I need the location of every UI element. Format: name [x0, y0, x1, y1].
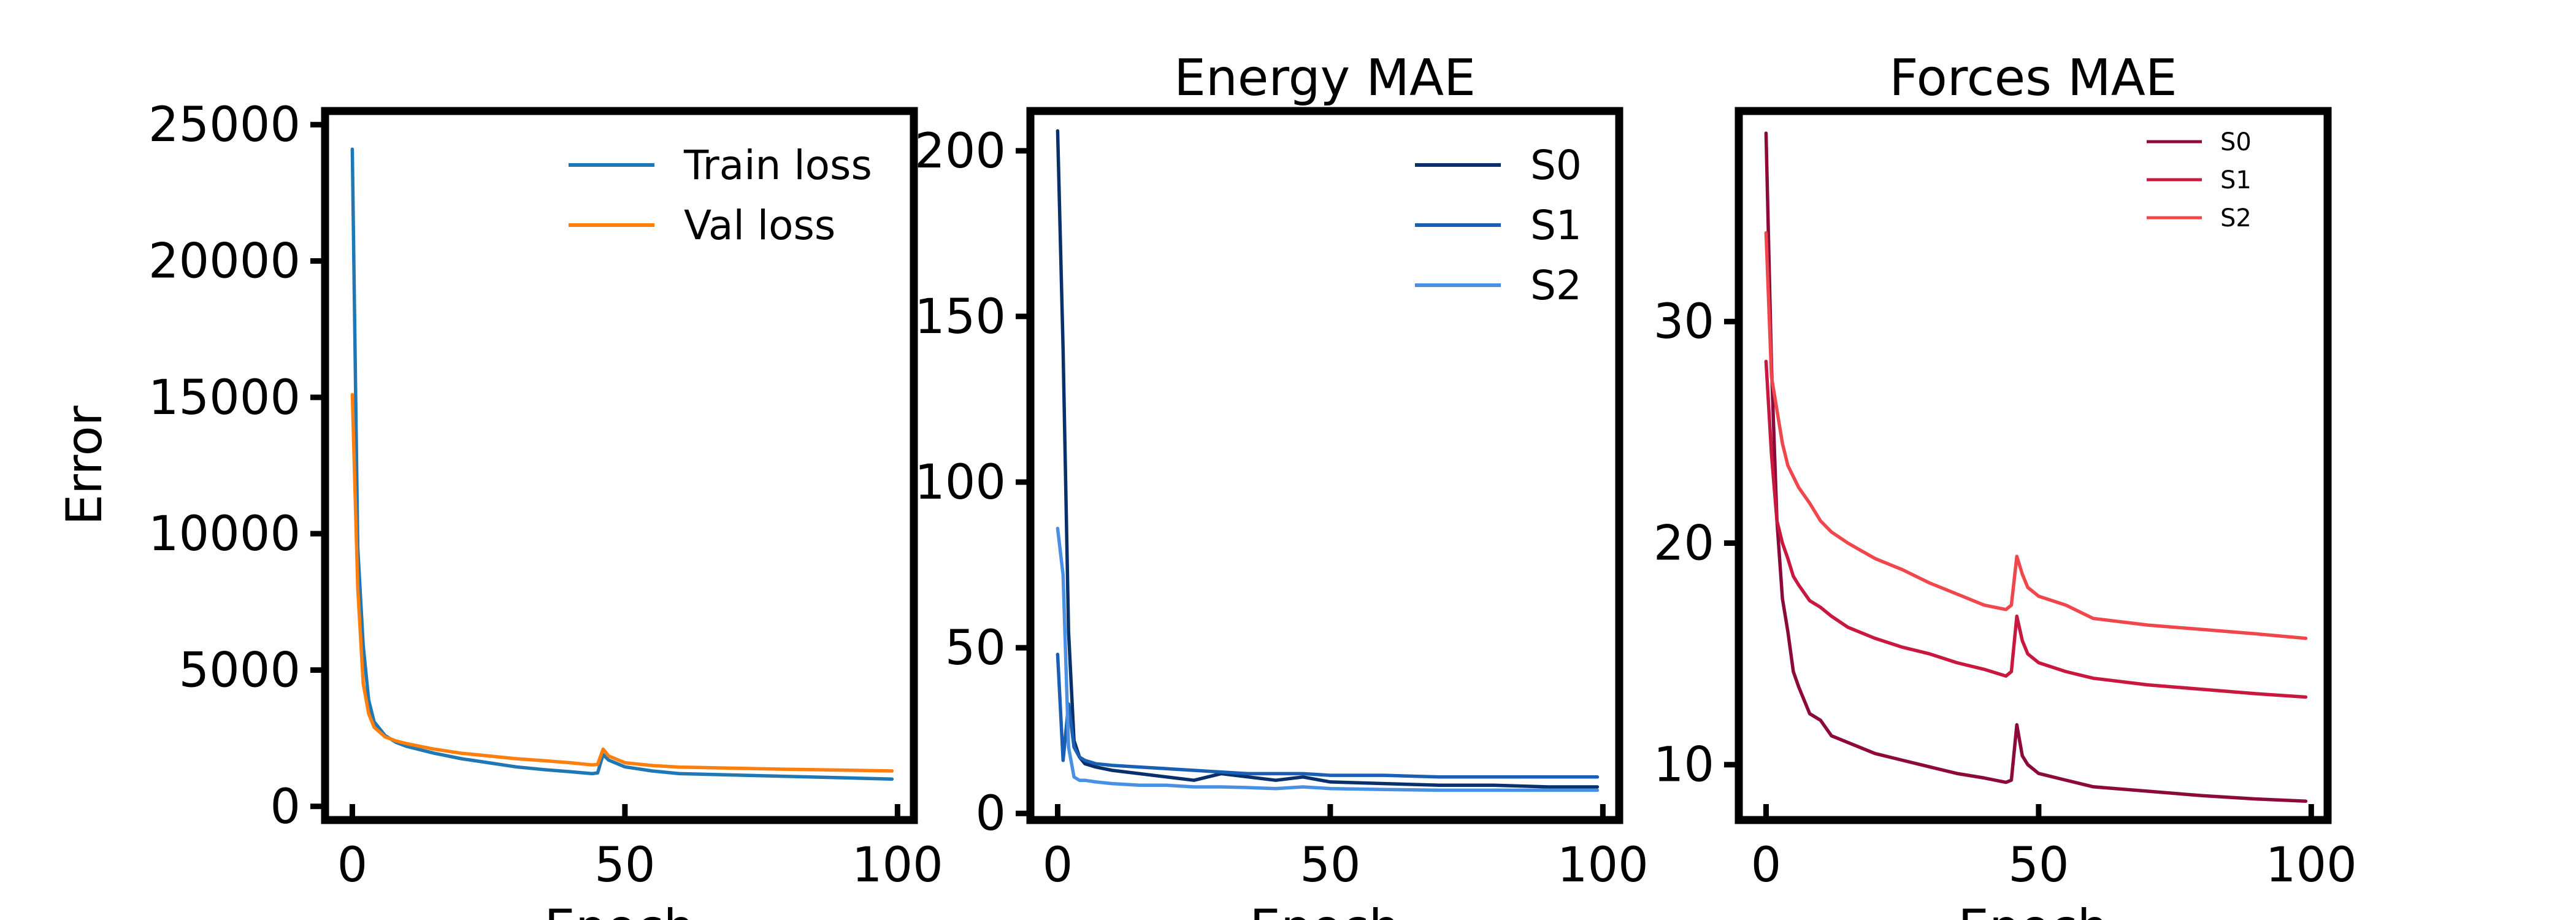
series-line-s2 [1056, 526, 1600, 792]
legend-label: S0 [1530, 142, 1582, 189]
legend-label: S1 [2220, 166, 2252, 194]
chart-panel-1: 0 50 100 0 5000 10000 15000 20000 25000 Epoch Erro… [56, 98, 943, 920]
panel-title: Forces MAE [1889, 49, 2177, 107]
axes-frame [1026, 107, 1623, 824]
x-tick-label: 0 [1751, 838, 1782, 893]
y-tick-label: 30 [1654, 294, 1714, 350]
y-tick-label: 20000 [148, 234, 301, 289]
legend: S0 S1 S2 [2147, 128, 2252, 232]
axes-frame [1735, 107, 2332, 824]
y-tick-label: 0 [975, 786, 1006, 841]
panel-title: Energy MAE [1174, 49, 1476, 107]
x-axis-label: Epoch [545, 899, 695, 920]
x-tick-label: 0 [337, 838, 368, 893]
y-tick-label: 0 [270, 780, 301, 835]
legend-label: Val loss [684, 202, 835, 249]
series-line-s1 [1764, 359, 2308, 699]
x-tick-label: 100 [2266, 838, 2357, 893]
series-line-s0 [1764, 131, 2308, 803]
x-axis-label: Epoch [1250, 899, 1400, 920]
y-tick-label: 10000 [148, 507, 301, 562]
y-axis-label: Error [56, 405, 113, 525]
y-tick-label: 150 [914, 289, 1006, 345]
y-tick-label: 5000 [178, 643, 301, 698]
x-tick-label: 50 [1300, 838, 1360, 893]
chart-panel-2: 0 50 100 0 50 100 150 200 Epoch Energy MAE S0 S1 S2 [914, 49, 1649, 920]
y-tick-label: 25000 [148, 98, 301, 153]
legend-label: S1 [1530, 202, 1582, 249]
chart-panel-3: 0 50 100 10 20 30 Epoch Forces MAE S0 S1 S2 [1654, 49, 2357, 920]
legend: Train loss Val loss [569, 142, 872, 249]
series-line-s2 [1764, 231, 2308, 640]
series-line-val-loss [350, 393, 894, 773]
x-tick-label: 0 [1043, 838, 1073, 893]
axes-frame [321, 107, 918, 824]
x-tick-label: 50 [2008, 838, 2069, 893]
x-tick-label: 50 [594, 838, 655, 893]
legend: S0 S1 S2 [1415, 142, 1582, 309]
y-tick-label: 15000 [148, 370, 301, 426]
x-tick-label: 100 [852, 838, 943, 893]
y-tick-label: 20 [1654, 516, 1714, 571]
y-tick-label: 50 [945, 621, 1006, 676]
legend-label: S0 [2220, 128, 2252, 156]
legend-label: Train loss [683, 142, 872, 189]
series-line-s0 [1056, 129, 1600, 789]
x-axis-label: Epoch [1958, 899, 2109, 920]
x-tick-label: 100 [1557, 838, 1649, 893]
legend-label: S2 [2220, 204, 2252, 232]
y-tick-label: 100 [914, 455, 1006, 510]
legend-label: S2 [1530, 262, 1582, 309]
y-tick-label: 200 [914, 124, 1006, 179]
series-line-s1 [1056, 653, 1600, 779]
y-tick-label: 10 [1654, 738, 1714, 793]
series-line-train-loss [350, 147, 894, 781]
